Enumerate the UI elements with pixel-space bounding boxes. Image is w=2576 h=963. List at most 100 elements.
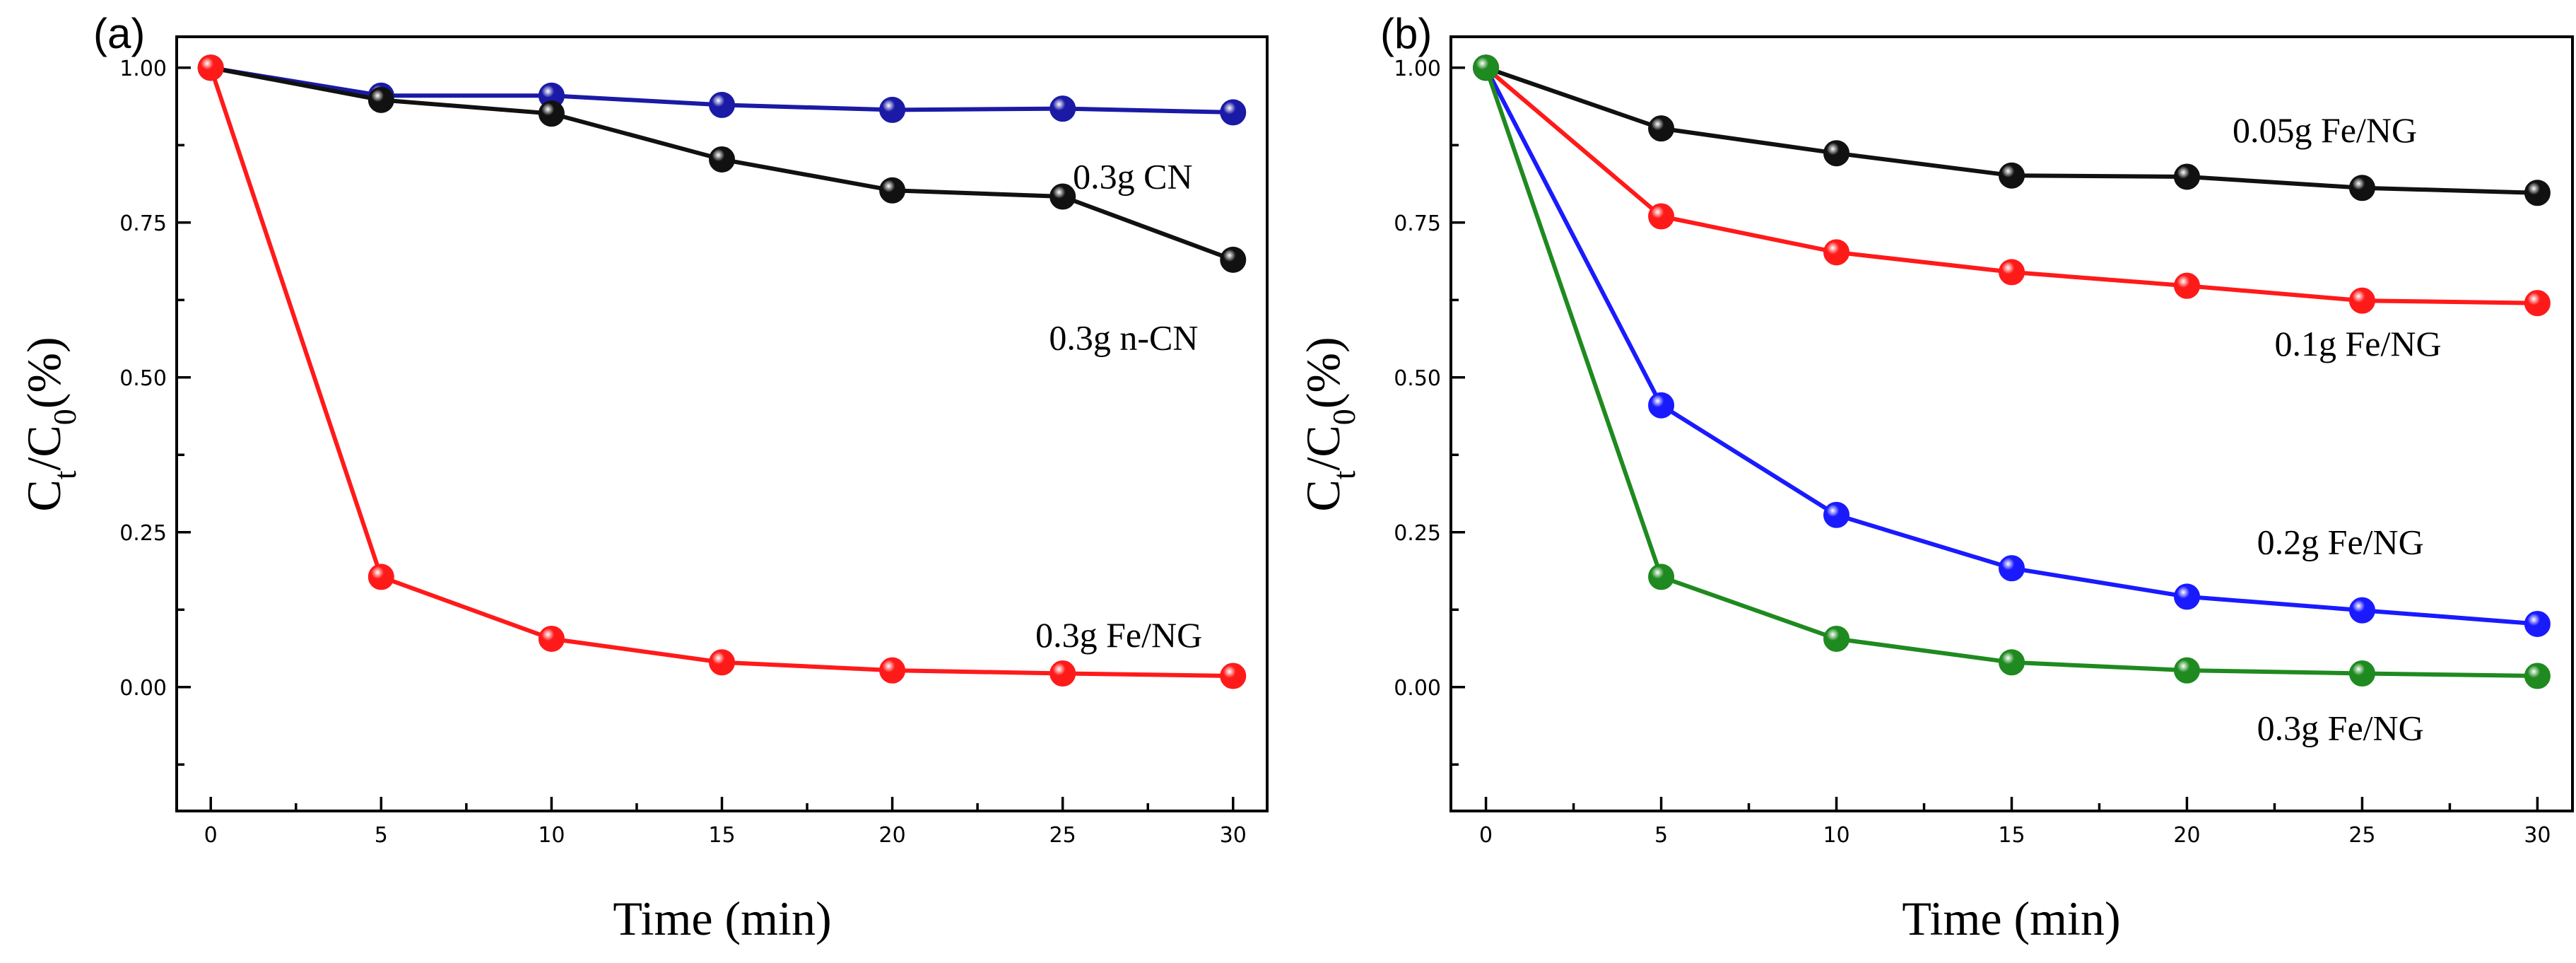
series-label-0-3g-fe-ng: 0.3g Fe/NG: [2257, 708, 2424, 747]
y-axis-title-main: C: [17, 479, 71, 511]
data-point-0-1g-fe-ng: [2173, 272, 2200, 299]
series-label-0-3g-fe-ng: 0.3g Fe/NG: [1035, 615, 1202, 655]
x-tick-label: 30: [2524, 823, 2551, 848]
data-point-0-3g-n-cn: [709, 146, 735, 173]
data-point-0-3g-cn: [709, 91, 735, 118]
x-tick-label: 0: [1479, 823, 1493, 848]
y-tick-label: 0.75: [1394, 211, 1441, 236]
x-tick-label: 15: [1998, 823, 2025, 848]
data-point-0-3g-fe-ng: [1823, 625, 1850, 652]
tick-group: 0 5 10 15 20 25 30 0.00 0.25 0.50 0.75 1.00: [1394, 57, 2551, 848]
x-tick-label: 0: [204, 823, 218, 848]
y-tick-label: 0.50: [1394, 366, 1441, 391]
data-point-0-1g-fe-ng: [2348, 287, 2375, 314]
y-axis-title-tail: (%): [17, 337, 71, 409]
data-point-0-3g-n-cn: [538, 100, 565, 127]
data-point-0-05g-fe-ng: [1999, 162, 2025, 189]
data-point-0-3g-n-cn: [879, 177, 906, 204]
y-tick-label: 0.50: [119, 366, 167, 391]
x-tick-label: 25: [1049, 823, 1076, 848]
data-point-0-05g-fe-ng: [2173, 163, 2200, 190]
y-axis-title-sub2: 0: [47, 409, 83, 425]
series-label-0-3g-n-cn: 0.3g n-CN: [1049, 317, 1198, 357]
y-tick-label: 1.00: [1394, 57, 1441, 81]
x-tick-label: 20: [879, 823, 906, 848]
data-point-0-05g-fe-ng: [1648, 115, 1675, 142]
series-markers: [1473, 54, 2551, 689]
data-point-0-3g-n-cn: [1220, 246, 1247, 273]
y-tick-label: 0.00: [1394, 676, 1441, 701]
y-axis-title-sub2: 0: [1326, 409, 1362, 425]
data-point-0-3g-fe-ng: [709, 649, 735, 676]
series-markers: [197, 54, 1247, 689]
data-point-0-3g-fe-ng: [197, 54, 224, 81]
data-point-0-1g-fe-ng: [1999, 259, 2025, 286]
data-point-0-3g-fe-ng: [2173, 657, 2200, 684]
series-labels: 0.3g CN 0.3g n-CN 0.3g Fe/NG: [1035, 157, 1202, 655]
data-point-0-1g-fe-ng: [2524, 290, 2551, 317]
x-tick-label: 5: [375, 823, 388, 848]
y-tick-label: 1.00: [119, 57, 167, 81]
y-axis-title-tail: (%): [1296, 337, 1350, 409]
data-point-0-2g-fe-ng: [2348, 597, 2375, 624]
data-point-0-3g-fe-ng: [879, 657, 906, 684]
data-point-0-3g-n-cn: [1049, 183, 1076, 210]
series-label-0-1g-fe-ng: 0.1g Fe/NG: [2274, 324, 2441, 363]
panel-label: (a): [93, 10, 145, 57]
chart-panel-a: (a) 0 5 10 15 20 25 30 0.00 0.25 0.50 0.75 1.00 0.3…: [17, 10, 1269, 945]
data-point-0-05g-fe-ng: [2348, 175, 2375, 202]
data-point-0-1g-fe-ng: [1823, 239, 1850, 266]
panel-label: (b): [1380, 10, 1432, 57]
data-point-0-3g-fe-ng: [2348, 660, 2375, 687]
data-point-0-3g-fe-ng: [1473, 54, 1500, 81]
data-point-0-3g-n-cn: [367, 86, 394, 113]
series-lines: [1483, 65, 2538, 678]
x-tick-label: 10: [1823, 823, 1849, 848]
data-point-0-2g-fe-ng: [1648, 392, 1675, 419]
x-tick-label: 20: [2173, 823, 2200, 848]
data-point-0-2g-fe-ng: [1823, 501, 1850, 528]
tick-group: 0 5 10 15 20 25 30 0.00 0.25 0.50 0.75 1.00: [119, 57, 1247, 848]
data-point-0-05g-fe-ng: [2524, 180, 2551, 206]
data-point-0-2g-fe-ng: [2173, 583, 2200, 610]
data-point-0-3g-fe-ng: [538, 625, 565, 652]
x-tick-label: 5: [1654, 823, 1668, 848]
y-axis-title-sub1: t: [47, 470, 83, 479]
data-point-0-3g-cn: [879, 96, 906, 123]
x-tick-label: 30: [1220, 823, 1247, 848]
series-labels: 0.05g Fe/NG 0.1g Fe/NG 0.2g Fe/NG 0.3g Fe/N…: [2233, 110, 2442, 747]
series-label-0-2g-fe-ng: 0.2g Fe/NG: [2257, 522, 2424, 561]
y-tick-label: 0.75: [119, 211, 167, 236]
y-tick-label: 0.25: [1394, 521, 1441, 546]
data-point-0-3g-cn: [1220, 99, 1247, 126]
y-axis-title: Ct/C0(%): [1296, 337, 1362, 511]
chart-panel-b: (b) 0 5 10 15 20 25 30 0.00 0.25 0.50 0.75 1.00 0.0…: [1296, 10, 2574, 945]
data-point-0-2g-fe-ng: [2524, 610, 2551, 637]
data-point-0-2g-fe-ng: [1999, 555, 2025, 582]
data-point-0-3g-fe-ng: [1220, 663, 1247, 689]
plot-frame: [1449, 35, 2574, 812]
y-tick-label: 0.25: [119, 521, 167, 546]
series-label-0-05g-fe-ng: 0.05g Fe/NG: [2233, 110, 2417, 150]
x-tick-label: 10: [538, 823, 565, 848]
data-point-0-3g-fe-ng: [2524, 663, 2551, 689]
x-tick-label: 25: [2348, 823, 2375, 848]
y-tick-label: 0.00: [119, 676, 167, 701]
x-tick-label: 15: [708, 823, 735, 848]
y-axis-title: Ct/C0(%): [17, 337, 83, 511]
data-point-0-3g-fe-ng: [1648, 564, 1675, 590]
series-label-0-3g-cn: 0.3g CN: [1073, 157, 1192, 197]
x-axis-title: Time (min): [1902, 892, 2120, 945]
x-axis-title: Time (min): [613, 892, 831, 945]
data-point-0-1g-fe-ng: [1648, 203, 1675, 230]
data-point-0-05g-fe-ng: [1823, 140, 1850, 167]
data-point-0-3g-fe-ng: [367, 564, 394, 590]
y-axis-title-mid: /C: [17, 425, 71, 470]
data-point-0-3g-cn: [1049, 95, 1076, 122]
data-point-0-3g-fe-ng: [1049, 660, 1076, 687]
data-point-0-3g-fe-ng: [1999, 649, 2025, 676]
y-axis-title-main: C: [1296, 479, 1350, 511]
y-axis-title-sub1: t: [1326, 470, 1362, 479]
y-axis-title-mid: /C: [1296, 425, 1350, 470]
